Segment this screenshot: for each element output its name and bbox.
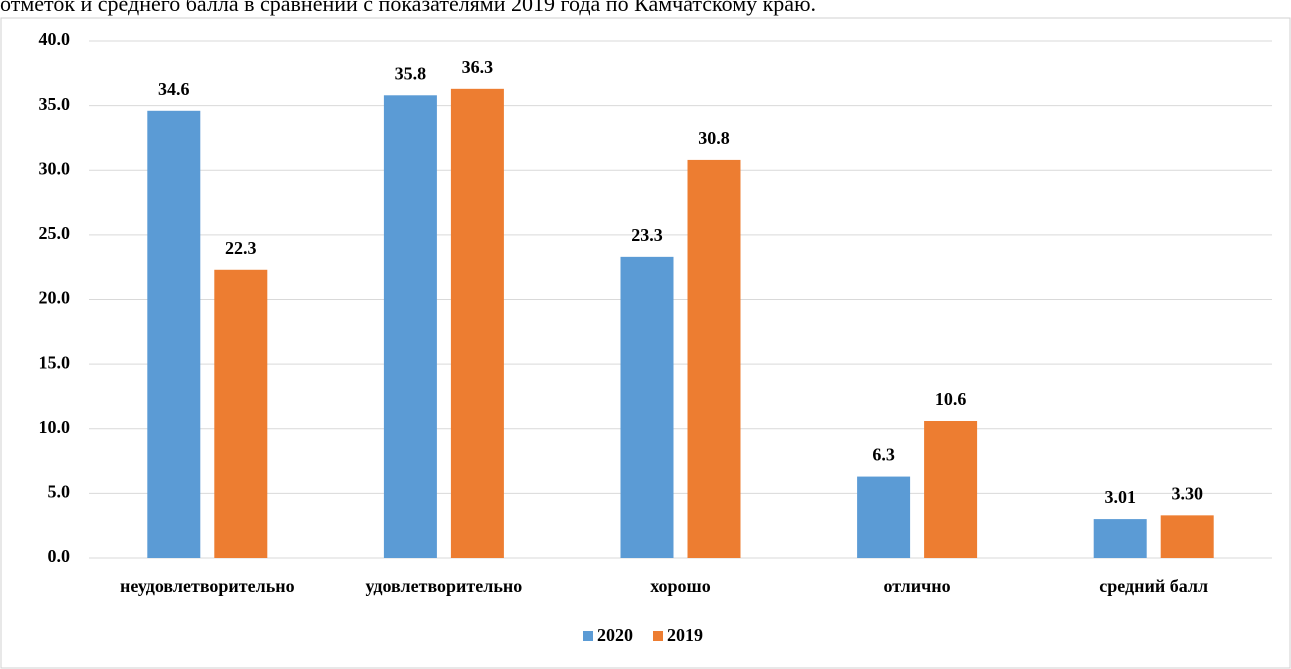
y-tick-label: 20.0 <box>39 288 71 308</box>
bar <box>620 256 674 558</box>
y-tick-label: 15.0 <box>39 352 71 372</box>
bar <box>1093 519 1147 558</box>
x-tick-label: удовлетворительно <box>366 576 523 596</box>
x-tick-label: неудовлетворительно <box>120 576 295 596</box>
legend-label: 2020 <box>597 625 633 645</box>
x-tick-label: хорошо <box>650 576 711 596</box>
bar <box>450 88 504 558</box>
bar <box>147 110 201 559</box>
x-tick-label: отлично <box>884 576 951 596</box>
data-label: 6.3 <box>872 445 895 465</box>
data-label: 30.8 <box>698 128 730 148</box>
chart-frame <box>0 17 1291 669</box>
data-label: 34.6 <box>158 79 190 99</box>
legend-swatch <box>583 631 593 641</box>
data-label: 22.3 <box>225 238 257 258</box>
data-label: 3.01 <box>1104 487 1136 507</box>
y-tick-label: 0.0 <box>48 546 71 566</box>
bar <box>1160 515 1214 558</box>
x-tick-label: средний балл <box>1099 576 1208 596</box>
data-label: 36.3 <box>462 57 494 77</box>
y-tick-label: 25.0 <box>39 223 71 243</box>
y-tick-label: 40.0 <box>39 29 71 49</box>
y-tick-label: 5.0 <box>48 482 71 502</box>
bar <box>214 269 268 558</box>
data-label: 23.3 <box>631 225 663 245</box>
y-tick-label: 30.0 <box>39 158 71 178</box>
bar <box>857 476 911 558</box>
bar <box>924 420 978 558</box>
data-label: 3.30 <box>1171 483 1203 503</box>
bar <box>383 95 437 558</box>
data-label: 10.6 <box>935 389 967 409</box>
y-tick-label: 35.0 <box>39 94 71 114</box>
legend-label: 2019 <box>667 625 703 645</box>
y-tick-label: 10.0 <box>39 417 71 437</box>
bar <box>687 159 741 558</box>
caption: отметок и среднего балла в сравнении с п… <box>0 0 816 16</box>
legend-swatch <box>653 631 663 641</box>
data-label: 35.8 <box>395 63 427 83</box>
